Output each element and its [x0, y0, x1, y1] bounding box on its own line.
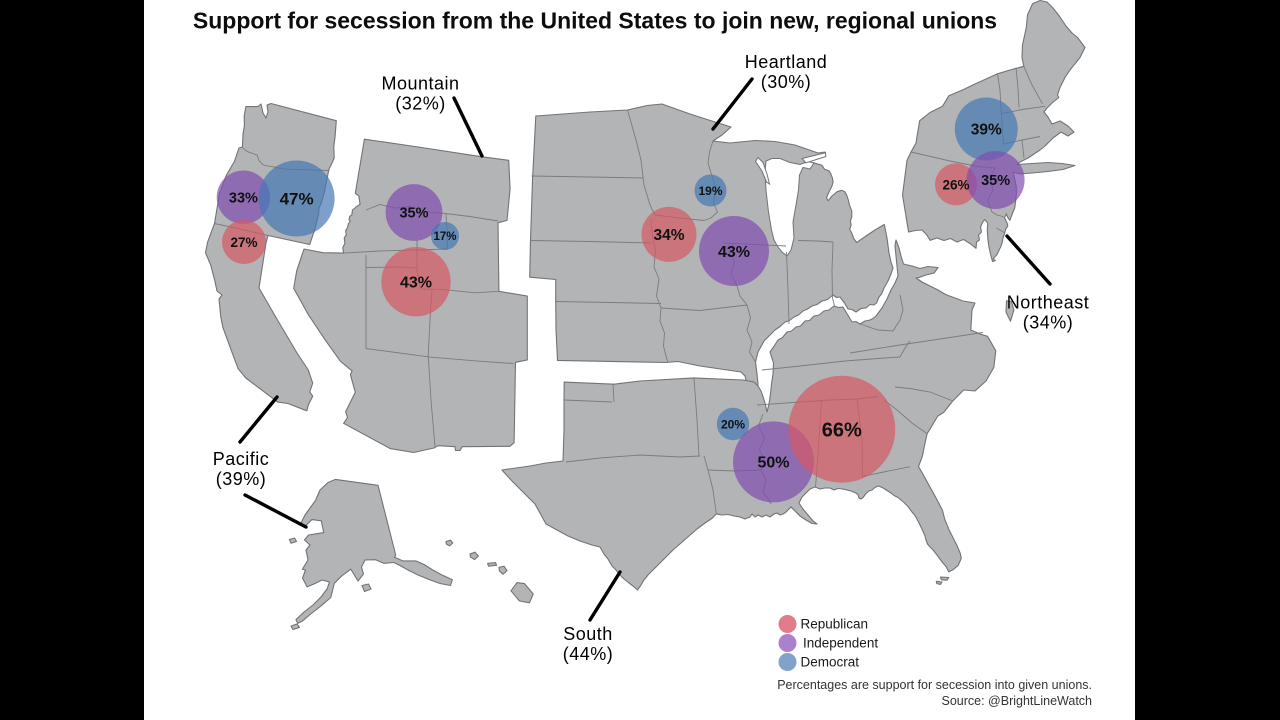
- svg-text:Independent: Independent: [803, 636, 878, 651]
- svg-text:(39%): (39%): [216, 469, 267, 489]
- svg-text:19%: 19%: [698, 184, 722, 198]
- svg-text:34%: 34%: [653, 227, 684, 244]
- svg-text:39%: 39%: [971, 122, 1002, 139]
- svg-text:(44%): (44%): [563, 644, 614, 664]
- svg-text:Source: @BrightLineWatch: Source: @BrightLineWatch: [942, 694, 1093, 708]
- svg-text:(32%): (32%): [395, 94, 446, 114]
- svg-text:27%: 27%: [230, 235, 257, 250]
- svg-text:Republican: Republican: [801, 617, 869, 632]
- svg-text:South: South: [563, 624, 613, 644]
- svg-text:35%: 35%: [981, 173, 1010, 189]
- svg-text:(30%): (30%): [761, 72, 812, 92]
- svg-text:43%: 43%: [400, 274, 432, 291]
- svg-text:17%: 17%: [433, 231, 456, 243]
- svg-text:Percentages are support for se: Percentages are support for secession in…: [777, 678, 1092, 692]
- svg-text:Heartland: Heartland: [745, 52, 828, 72]
- svg-text:43%: 43%: [718, 244, 750, 261]
- svg-text:66%: 66%: [822, 419, 862, 441]
- svg-text:20%: 20%: [721, 417, 745, 431]
- svg-text:Mountain: Mountain: [381, 74, 459, 94]
- svg-text:26%: 26%: [942, 177, 969, 192]
- svg-text:47%: 47%: [280, 190, 314, 209]
- svg-text:50%: 50%: [757, 455, 789, 472]
- svg-text:Pacific: Pacific: [213, 449, 270, 469]
- svg-text:Democrat: Democrat: [801, 655, 860, 670]
- svg-text:(34%): (34%): [1023, 313, 1074, 333]
- svg-text:Support for secession from the: Support for secession from the United St…: [193, 8, 997, 34]
- svg-text:33%: 33%: [229, 190, 258, 206]
- svg-text:Northeast: Northeast: [1007, 293, 1090, 313]
- svg-text:35%: 35%: [399, 206, 428, 222]
